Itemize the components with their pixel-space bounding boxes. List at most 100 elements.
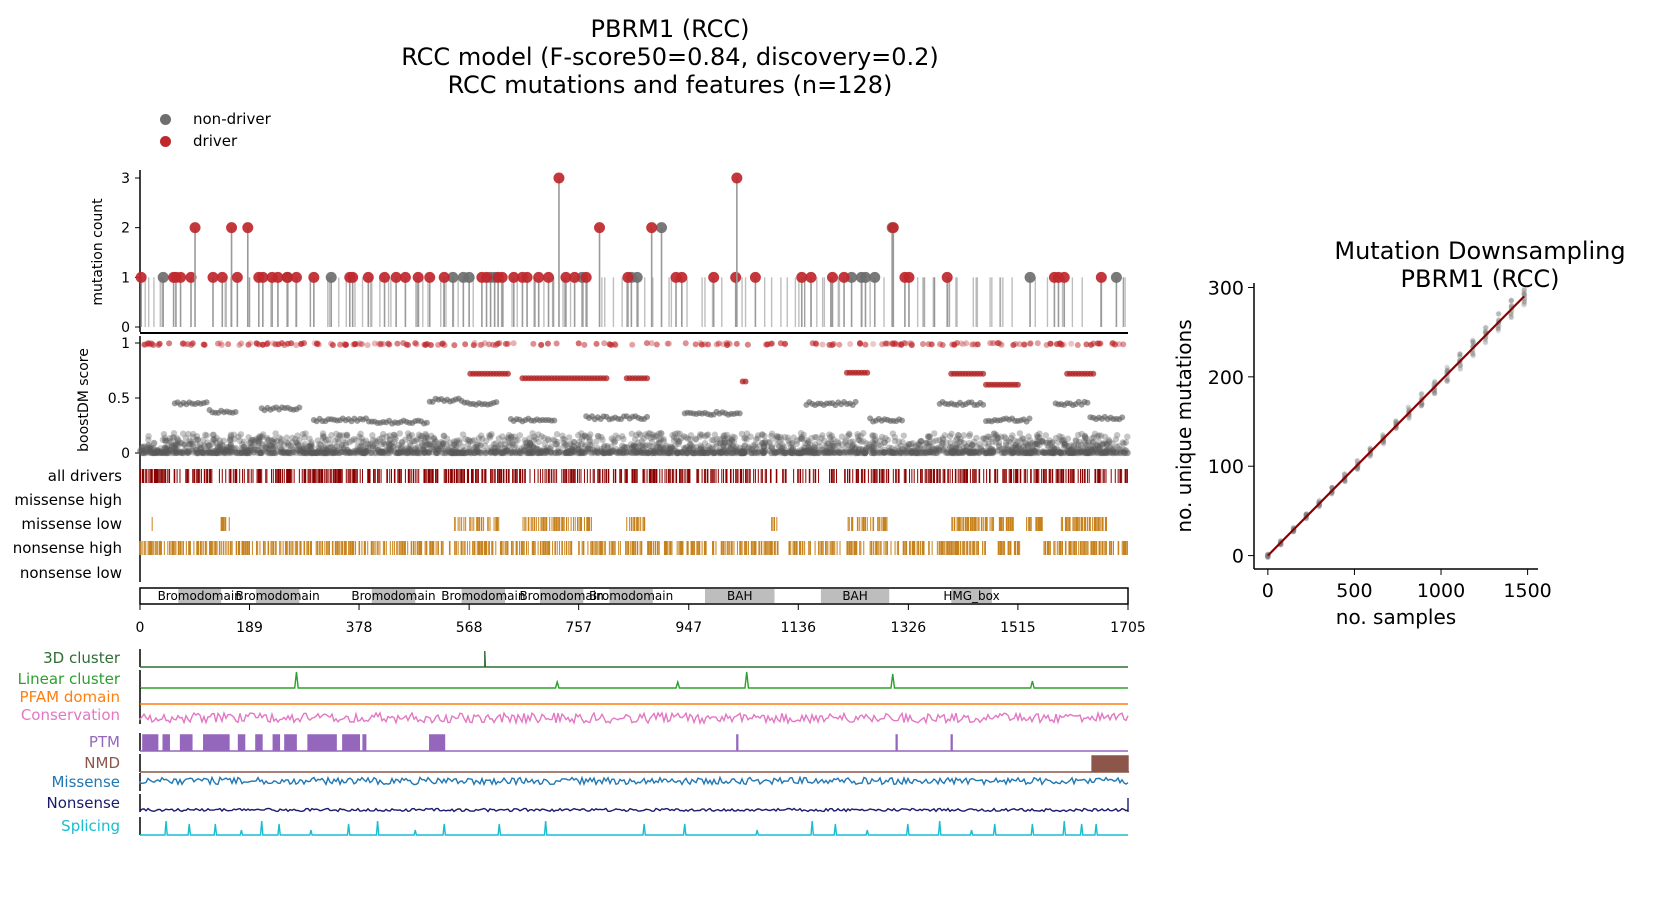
boostdm-point: [529, 442, 537, 450]
boostdm-point: [700, 449, 707, 457]
boostdm-driver-point: [490, 341, 497, 348]
boostdm-point: [263, 445, 271, 452]
boostdm-point: [453, 449, 460, 456]
boostdm-point: [1112, 449, 1120, 457]
boostdm-point: [433, 449, 440, 457]
boostdm-point: [1056, 433, 1063, 440]
boostdm-point: [1084, 399, 1091, 406]
boostdm-point: [849, 448, 856, 456]
boostdm-point: [331, 449, 338, 456]
boostdm-point: [224, 446, 231, 454]
boostdm-point: [973, 434, 980, 442]
boostdm-point: [693, 448, 701, 455]
boostdm-point: [560, 435, 567, 443]
boostdm-point: [839, 441, 846, 448]
boostdm-point: [829, 442, 837, 449]
boostdm-point: [1119, 446, 1127, 453]
boostdm-point: [481, 449, 489, 457]
boostdm-point: [854, 448, 861, 456]
boostdm-point: [538, 448, 545, 455]
boostdm-point: [211, 447, 219, 455]
boostdm-point: [491, 449, 498, 456]
boostdm-point: [250, 446, 258, 453]
boostdm-driver-point: [264, 340, 271, 347]
boostdm-point: [433, 449, 441, 457]
boostdm-driver-point: [1068, 340, 1075, 347]
boostdm-driver-point: [908, 340, 915, 347]
boostdm-point: [692, 443, 700, 451]
boostdm-point: [720, 432, 727, 440]
boostdm-point: [759, 447, 766, 455]
boostdm-point: [1072, 437, 1079, 444]
boostdm-point: [824, 440, 831, 448]
boostdm-driver-point: [1083, 341, 1090, 348]
boostdm-point: [721, 439, 728, 447]
boostdm-point: [970, 449, 977, 457]
boostdm-point: [891, 437, 899, 445]
boostdm-point: [636, 447, 643, 455]
boostdm-point: [791, 449, 798, 457]
boostdm-point: [1075, 441, 1082, 448]
boostdm-point: [604, 442, 611, 450]
boostdm-point: [1038, 438, 1045, 445]
boostdm-point: [458, 449, 466, 457]
boostdm-point: [307, 443, 315, 451]
boostdm-point: [212, 439, 220, 447]
boostdm-point: [399, 448, 406, 455]
boostdm-point: [579, 449, 587, 456]
boostdm-point: [1117, 448, 1125, 455]
boostdm-point: [854, 433, 862, 440]
boostdm-point: [580, 449, 587, 456]
boostdm-point: [459, 449, 467, 456]
boostdm-point: [1105, 436, 1112, 444]
boostdm-point: [1103, 448, 1110, 456]
boostdm-point: [1112, 449, 1119, 456]
boostdm-point: [328, 432, 335, 439]
boostdm-point: [440, 449, 447, 457]
boostdm-point: [814, 449, 822, 457]
boostdm-point: [312, 449, 320, 456]
boostdm-point: [247, 439, 254, 447]
boostdm-point: [972, 448, 980, 456]
boostdm-point: [1027, 449, 1035, 457]
boostdm-point: [269, 438, 276, 445]
boostdm-point: [162, 449, 169, 456]
boostdm-point: [350, 435, 358, 443]
boostdm-point: [387, 442, 394, 449]
boostdm-point: [146, 444, 153, 452]
boostdm-point: [1084, 449, 1091, 457]
boostdm-point: [853, 448, 860, 456]
boostdm-point: [620, 435, 627, 443]
boostdm-point: [859, 449, 866, 457]
boostdm-point: [394, 449, 402, 457]
boostdm-point: [913, 449, 921, 457]
boostdm-point: [748, 445, 755, 453]
boostdm-driver-point: [862, 341, 869, 348]
boostdm-point: [437, 445, 445, 452]
boostdm-point: [203, 399, 210, 406]
boostdm-point: [565, 434, 573, 441]
boostdm-point: [766, 447, 774, 455]
boostdm-point: [812, 449, 819, 457]
boostdm-point: [570, 448, 577, 456]
boostdm-point: [740, 449, 748, 456]
boostdm-point: [773, 449, 780, 456]
boostdm-point: [716, 448, 724, 455]
boostdm-point: [673, 449, 681, 456]
raster-track-label: nonsense low: [20, 564, 122, 582]
boostdm-point: [165, 446, 172, 454]
boostdm-point: [1100, 449, 1108, 457]
boostdm-point: [547, 449, 555, 456]
boostdm-point: [1042, 432, 1050, 439]
boostdm-point: [459, 447, 467, 455]
boostdm-point: [216, 437, 224, 444]
boostdm-point: [683, 449, 690, 457]
boostdm-point: [862, 447, 870, 455]
boostdm-point: [162, 437, 169, 445]
boostdm-point: [611, 438, 618, 445]
boostdm-point: [697, 449, 705, 457]
boostdm-point: [804, 440, 811, 447]
driver-point: [580, 271, 592, 283]
boostdm-point: [488, 430, 495, 438]
